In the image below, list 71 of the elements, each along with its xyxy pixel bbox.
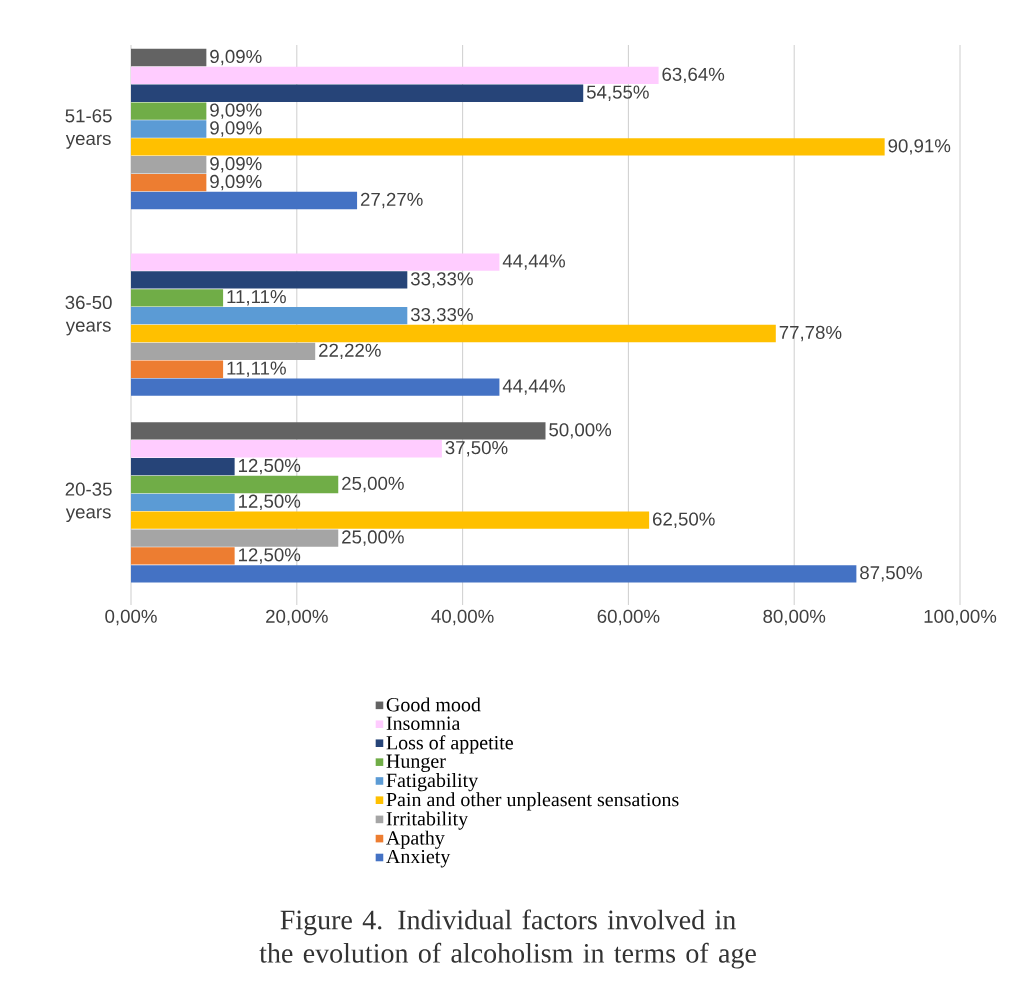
bar [131, 271, 408, 289]
data-label: 27,27% [360, 192, 423, 209]
x-tick-label: 80,00% [763, 609, 826, 626]
data-label: 9,09% [210, 157, 262, 173]
data-label: 11,11% [227, 361, 286, 377]
bar [131, 422, 546, 440]
bar [131, 156, 207, 174]
data-label: 62,50% [653, 512, 715, 528]
data-label: 44,44% [502, 254, 565, 270]
bar [131, 173, 207, 192]
bar [131, 253, 500, 271]
data-label: 12,50% [238, 458, 301, 475]
data-label: 87,50% [860, 566, 922, 582]
bar [131, 138, 885, 156]
bar [131, 102, 207, 120]
bar [131, 48, 207, 67]
legend-label: Irritability [386, 811, 469, 830]
legend-label: Loss of appetite [386, 735, 513, 754]
data-label: 12,50% [238, 494, 301, 511]
y-tick-label: 51-65 years [65, 109, 112, 149]
data-label: 22,22% [319, 343, 381, 360]
data-label: 54,55% [586, 85, 649, 101]
legend-label: Hunger [386, 754, 446, 772]
bar [131, 289, 224, 307]
legend-label: Anxiety [386, 849, 451, 868]
data-label: 33,33% [410, 272, 473, 288]
bar [131, 84, 584, 102]
bar [131, 493, 235, 511]
x-tick-label: 0,00% [105, 609, 157, 626]
bar [131, 360, 224, 378]
data-label: 77,78% [779, 325, 842, 342]
legend-label: Pain and other unpleasent sensations [386, 792, 679, 811]
bar [131, 191, 358, 210]
data-label: 44,44% [502, 379, 565, 395]
bar [131, 529, 339, 547]
bar [131, 66, 659, 85]
data-label: 50,00% [549, 423, 612, 439]
x-tick-label: 20,00% [266, 609, 328, 626]
x-tick-label: 100,00% [924, 609, 997, 626]
data-label: 12,50% [238, 548, 301, 564]
data-label: 33,33% [410, 307, 473, 324]
text: Figure 4. Individual factors involved in the evolution of alcoholism in terms of age [259, 909, 756, 969]
x-tick-label: 60,00% [597, 609, 660, 626]
legend-label: Apathy [386, 830, 445, 849]
bar [131, 440, 442, 458]
data-label: 63,64% [662, 67, 725, 84]
data-label: 9,09% [210, 103, 262, 119]
data-label: 11,11% [227, 290, 286, 306]
data-label: 9,09% [210, 121, 262, 137]
data-label: 25,00% [342, 476, 404, 493]
bar [131, 307, 408, 325]
legend-label: Insomnia [386, 716, 461, 731]
legend-label: Fatigability [386, 773, 479, 792]
data-label: 9,09% [210, 49, 262, 66]
bar [131, 547, 235, 565]
bar [131, 324, 776, 343]
bar [131, 120, 207, 138]
legend-label: Good mood [386, 697, 481, 712]
bar [131, 475, 339, 494]
data-label: 37,50% [445, 441, 508, 457]
y-tick-label: 36-50 years [65, 295, 112, 336]
data-label: 25,00% [342, 530, 404, 546]
y-tick-label: 20-35 years [65, 482, 112, 523]
bar [131, 565, 857, 583]
bar [131, 511, 650, 529]
bar [131, 457, 235, 476]
bar [131, 378, 500, 396]
bar [131, 342, 316, 361]
data-label: 9,09% [210, 174, 262, 191]
data-label: 90,91% [888, 139, 951, 155]
x-tick-label: 40,00% [431, 609, 494, 626]
